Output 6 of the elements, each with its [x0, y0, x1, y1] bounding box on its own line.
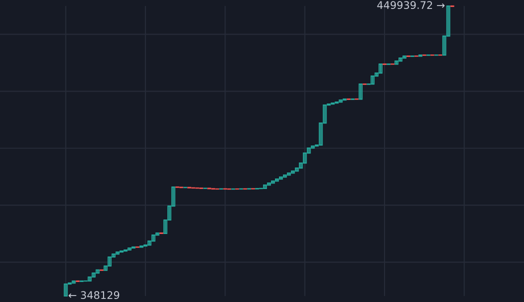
annotation: 449939.72 →: [377, 1, 445, 10]
candlestick: [108, 256, 112, 267]
candlestick: [378, 63, 382, 74]
candlestick: [64, 283, 68, 297]
candlestick: [358, 83, 363, 100]
annotation: ← 348129: [68, 291, 120, 300]
